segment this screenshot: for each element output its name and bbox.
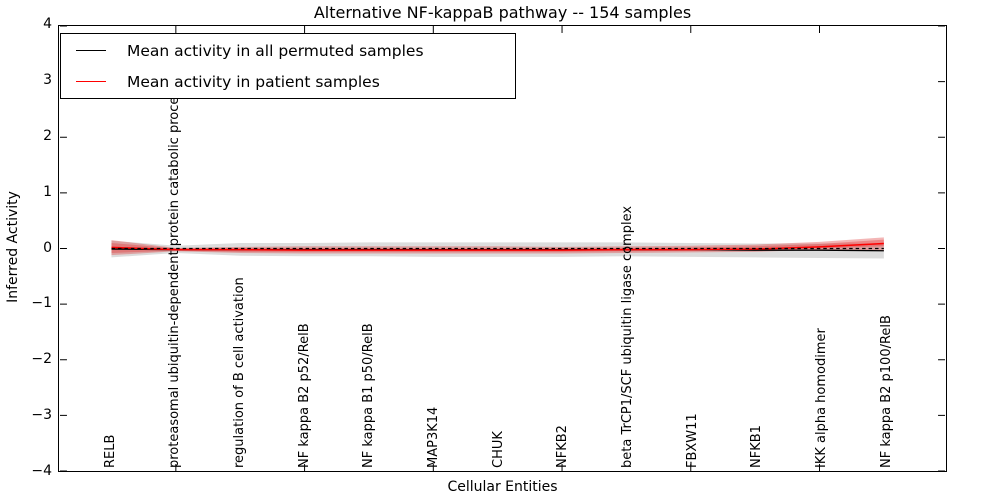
x-tick-label: RELB xyxy=(102,434,118,468)
x-tick-label: FBXW11 xyxy=(684,413,700,468)
y-tick-label: 4 xyxy=(43,16,52,32)
y-tick-label: −2 xyxy=(31,351,52,368)
legend-entry-permuted: Mean activity in all permuted samples xyxy=(61,35,515,66)
y-tick-label: −3 xyxy=(31,407,52,424)
x-tick-label: beta TrCP1/SCF ubiquitin ligase complex xyxy=(619,205,635,468)
y-tick-label: −4 xyxy=(31,463,52,479)
y-tick-label: −1 xyxy=(31,295,52,312)
legend-line-swatch-permuted xyxy=(76,50,106,51)
y-tick-label: 1 xyxy=(43,183,52,200)
y-tick-label: 0 xyxy=(43,239,52,256)
x-tick-label: NF kappa B2 p52/RelB xyxy=(296,323,312,468)
x-tick-label: NF kappa B2 p100/RelB xyxy=(878,315,894,468)
legend-label-patient: Mean activity in patient samples xyxy=(127,72,380,91)
chart-title: Alternative NF-kappaB pathway -- 154 sam… xyxy=(313,3,692,22)
x-tick-label: NF kappa B1 p50/RelB xyxy=(361,323,377,468)
y-tick-label: 3 xyxy=(43,71,52,88)
legend-label-permuted: Mean activity in all permuted samples xyxy=(127,41,424,60)
x-tick-label: NFKB2 xyxy=(555,425,571,468)
x-tick-label: NFKB1 xyxy=(749,425,765,468)
x-tick-label: proteasomal ubiquitin-dependent protein … xyxy=(167,83,183,468)
x-axis-label: Cellular Entities xyxy=(447,479,558,495)
y-tick-label: 2 xyxy=(43,127,52,144)
x-tick-label: IKK alpha homodimer xyxy=(813,328,829,468)
legend-line-swatch-patient xyxy=(76,81,106,82)
x-tick-label: MAP3K14 xyxy=(425,406,441,468)
legend: Mean activity in all permuted samples Me… xyxy=(60,33,516,99)
y-axis-label: Inferred Activity xyxy=(5,191,21,303)
plot-area xyxy=(58,25,947,472)
legend-entry-patient: Mean activity in patient samples xyxy=(61,66,515,97)
x-tick-label: regulation of B cell activation xyxy=(232,277,248,468)
x-tick-label: CHUK xyxy=(490,431,506,468)
